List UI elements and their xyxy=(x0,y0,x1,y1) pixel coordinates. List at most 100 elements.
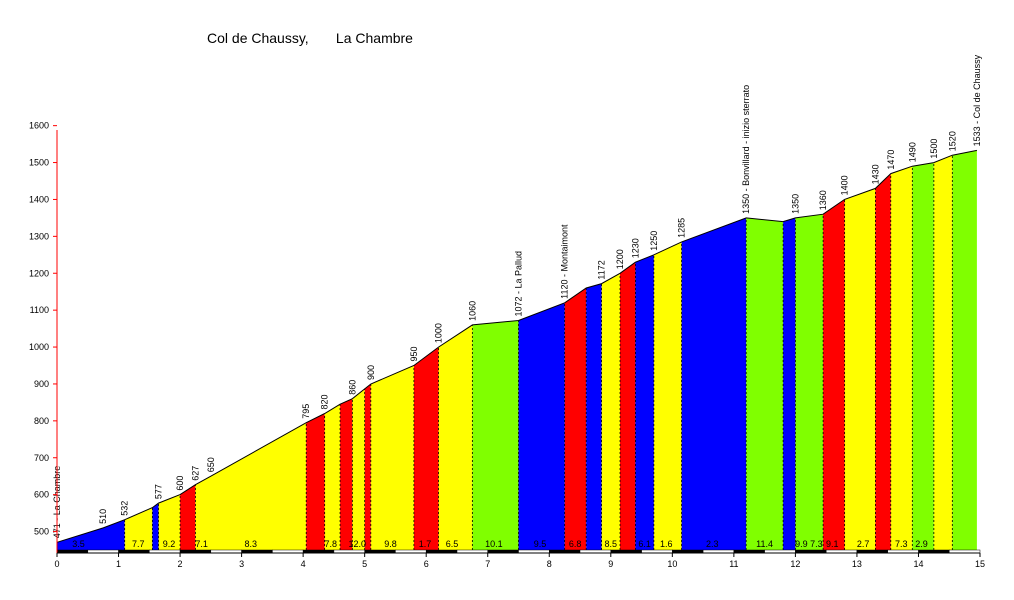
gradient-label: 8.3 xyxy=(245,539,258,549)
gradient-segments xyxy=(57,150,977,551)
elevation-label: 1360 xyxy=(818,190,828,210)
y-tick-label: 500 xyxy=(34,527,49,537)
gradient-segment xyxy=(158,494,181,550)
gradient-segment xyxy=(586,283,602,550)
elevation-label: 1350 xyxy=(790,194,800,214)
y-tick-label: 1600 xyxy=(29,121,49,131)
y-tick-label: 700 xyxy=(34,453,49,463)
gradient-label: 9.1 xyxy=(826,539,839,549)
elevation-label: 1000 xyxy=(434,323,444,343)
y-tick-label: 900 xyxy=(34,379,49,389)
y-tick-label: 800 xyxy=(34,416,49,426)
elevation-label: 650 xyxy=(206,457,216,472)
x-tick-label: 11 xyxy=(729,559,738,569)
gradient-label: 9.5 xyxy=(534,539,547,549)
gradient-segment xyxy=(472,320,519,550)
x-tick-label: 9 xyxy=(608,559,613,569)
elevation-label: 1060 xyxy=(467,301,477,321)
gradient-segment xyxy=(195,422,307,550)
elevation-labels: 471 - La Chambre 510532577600627650795820… xyxy=(52,54,982,538)
gradient-label: 11.4 xyxy=(756,539,773,549)
elevation-label: 1285 xyxy=(677,218,687,238)
elevation-label: 1533 - Col de Chaussy xyxy=(972,54,982,146)
y-tick-label: 1500 xyxy=(29,158,49,168)
elevation-label: 1072 - La Pallud xyxy=(514,251,524,317)
gradient-label: 9.8 xyxy=(384,539,397,549)
y-tick-label: 1400 xyxy=(29,194,49,204)
elevation-label: 820 xyxy=(320,394,330,409)
gradient-label: 2.9 xyxy=(915,539,928,549)
gradient-label: 6.8 xyxy=(569,539,582,549)
gradient-segment xyxy=(57,519,125,550)
x-tick-label: 13 xyxy=(852,559,862,569)
gradient-segment xyxy=(620,262,636,550)
y-tick-label: 1100 xyxy=(30,305,49,315)
x-tick-label: 10 xyxy=(667,559,677,569)
gradient-segment xyxy=(844,188,876,550)
elevation-label: 1230 xyxy=(630,238,640,258)
segment-dividers xyxy=(124,155,953,550)
gradient-segment xyxy=(653,241,682,550)
gradient-label: 6.1 xyxy=(638,539,651,549)
gradient-label: 2.3 xyxy=(706,539,719,549)
elevation-label: 1172 xyxy=(597,260,607,279)
gradient-segment xyxy=(340,398,353,550)
gradient-labels: 3.5 7.7 9.2 7.1 8.3 7.8 12.0 9.8 1.7 6.5 10.1 9.5 6.… xyxy=(72,539,928,549)
x-tick-label: 5 xyxy=(362,559,367,569)
x-tick-label: 1 xyxy=(116,559,121,569)
elevation-label: 1250 xyxy=(649,231,659,251)
gradient-segment xyxy=(795,214,824,550)
gradient-segment xyxy=(306,413,325,550)
profile-outline xyxy=(56,149,977,543)
gradient-segment xyxy=(370,365,414,550)
elevation-label: 532 xyxy=(120,501,130,516)
gradient-label: 1.7 xyxy=(419,539,432,549)
x-tick-label: 15 xyxy=(975,559,985,569)
gradient-label: 2.7 xyxy=(857,539,870,549)
gradient-segment xyxy=(352,388,365,550)
gradient-segment xyxy=(518,302,565,550)
elevation-label: 627 xyxy=(190,466,200,481)
x-tick-label: 12 xyxy=(790,559,800,569)
gradient-segment xyxy=(180,484,196,550)
y-tick-label: 1200 xyxy=(29,268,49,278)
gradient-segment xyxy=(413,347,439,550)
gradient-label: 7.7 xyxy=(132,539,145,549)
gradient-label: 7.3 xyxy=(895,539,908,549)
gradient-label: 10.1 xyxy=(485,539,503,549)
x-tick-label: 4 xyxy=(301,559,306,569)
gradient-segment xyxy=(783,217,796,550)
elevation-label: 795 xyxy=(301,404,311,419)
x-tick-label: 2 xyxy=(178,559,183,569)
gradient-label: 1.6 xyxy=(660,539,673,549)
gradient-segment xyxy=(890,166,913,550)
x-tick-label: 14 xyxy=(913,559,923,569)
gradient-segment xyxy=(746,217,784,550)
x-tick-label: 3 xyxy=(239,559,244,569)
gradient-label: 9.2 xyxy=(163,539,176,549)
gradient-label: 6.5 xyxy=(446,539,459,549)
elevation-label: 510 xyxy=(98,509,108,524)
y-tick-label: 1300 xyxy=(29,231,49,241)
x-tick-label: 0 xyxy=(54,559,59,569)
elevation-label: 577 xyxy=(154,484,164,499)
gradient-label: 8.5 xyxy=(605,539,618,549)
elevation-label: 860 xyxy=(347,380,357,395)
axes: 1600150014001300120011001000900800700600… xyxy=(29,121,985,569)
x-tick-label: 6 xyxy=(424,559,429,569)
gradient-segment xyxy=(601,273,620,550)
gradient-label: 9.9 7.3 xyxy=(795,539,823,549)
gradient-segment xyxy=(823,199,845,550)
gradient-segment xyxy=(324,404,341,550)
gradient-segment xyxy=(912,162,934,550)
x-tick-label: 7 xyxy=(485,559,490,569)
gradient-label: 7.8 xyxy=(325,539,338,549)
gradient-label: 12.0 xyxy=(349,539,367,549)
gradient-label: 7.1 xyxy=(195,539,208,549)
y-tick-label: 1000 xyxy=(29,342,49,352)
gradient-segment xyxy=(635,254,654,551)
elevation-label: 600 xyxy=(175,476,185,491)
gradient-segment xyxy=(564,288,587,550)
gradient-label: 3.5 xyxy=(72,539,85,549)
